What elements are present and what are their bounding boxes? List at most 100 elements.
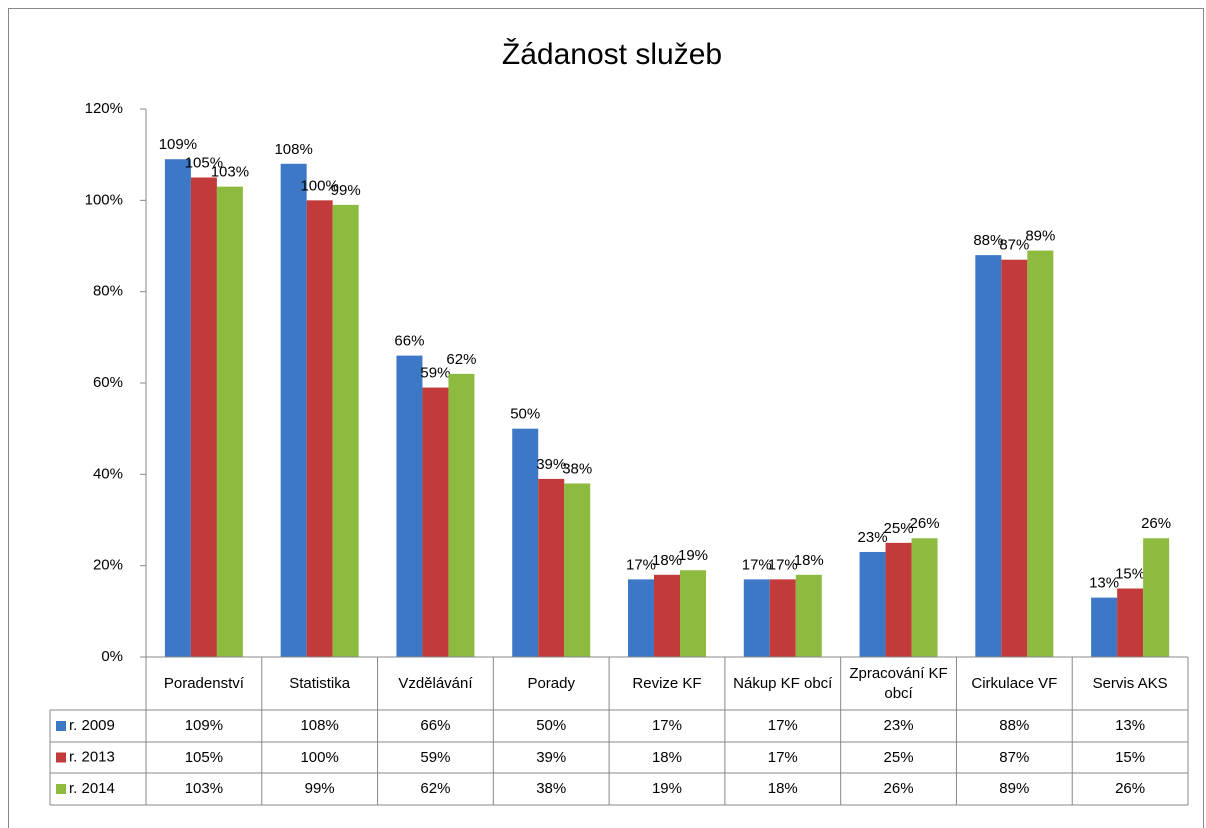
category-label: Revize KF [632,674,702,692]
data-label: 26% [910,515,940,532]
table-value: 18% [651,748,682,766]
data-label: 62% [446,351,476,368]
bar [885,542,912,657]
data-label: 109% [159,136,197,153]
bar [975,255,1002,657]
bar [654,574,680,657]
bar [911,538,938,657]
bar [564,483,591,657]
table-value: 50% [536,717,567,734]
data-label: 15% [1115,565,1145,582]
data-label: 38% [562,460,592,477]
bar [1027,250,1054,658]
table-value: 59% [420,748,451,766]
table-value: 62% [420,780,451,797]
bar [448,373,475,657]
data-label: 17% [626,556,656,573]
table-value: 17% [651,717,682,734]
bar [422,387,449,657]
bar [1117,588,1144,657]
table-value: 26% [1115,780,1146,797]
data-label: 66% [394,333,424,350]
y-tick-label: 100% [85,191,123,208]
y-tick-label: 60% [93,374,123,391]
bar [859,551,886,657]
table-value: 13% [1115,717,1146,734]
bar [396,355,423,657]
table-value: 17% [767,717,798,734]
bar [190,177,217,657]
legend-label: r. 2013 [69,748,115,765]
table-value: 19% [651,780,682,797]
table-value: 25% [883,748,914,766]
data-label: 100% [300,177,338,194]
y-tick-label: 120% [85,100,123,117]
bar [1143,538,1170,657]
table-value: 109% [184,717,224,734]
data-label: 39% [536,456,566,473]
table-value: 99% [304,780,335,797]
data-label: 59% [420,365,450,382]
data-label: 25% [884,520,914,537]
table-value: 105% [184,748,224,766]
bar [743,579,770,657]
category-label: Porady [527,674,575,692]
chart-border [8,8,1204,828]
bar [280,163,307,658]
legend-key [56,752,66,763]
legend-label: r. 2009 [69,717,115,734]
bar [164,159,191,657]
table-value: 38% [536,780,567,797]
table-value: 100% [300,748,339,766]
chart-title: Žádanost služeb [502,38,722,71]
category-label: Statistika [289,674,351,692]
bar [680,570,706,657]
bar [332,204,359,657]
table-value: 87% [999,748,1030,766]
data-label: 13% [1089,575,1119,592]
bar [538,478,565,657]
table-value: 17% [767,748,798,766]
category-label: Nákup KF obcí [733,674,833,692]
y-tick-label: 20% [93,557,123,574]
data-label: 23% [858,529,888,546]
data-label: 18% [794,552,824,569]
table-value: 88% [999,717,1030,734]
bar [795,574,822,657]
data-label: 103% [211,164,249,181]
bar [769,579,796,657]
category-label: Zpracování KF obcí [849,664,948,702]
bar [512,428,539,657]
bar [1091,597,1118,657]
table-value: 103% [184,780,224,797]
table-value: 39% [536,748,567,766]
table-value: 26% [883,780,914,797]
data-label: 17% [742,556,772,573]
category-label: Servis AKS [1092,674,1168,692]
data-label: 17% [768,556,798,573]
table-value: 108% [300,717,339,734]
data-label: 19% [678,547,708,564]
y-tick-label: 80% [93,283,123,300]
bar [306,200,333,658]
table-value: 66% [420,717,451,734]
y-tick-label: 40% [93,465,123,482]
bar [1001,259,1028,657]
table-value: 23% [883,717,914,734]
data-label: 50% [510,406,540,423]
y-tick-label: 0% [101,648,123,665]
table-value: 18% [767,780,798,797]
data-label: 108% [274,141,312,158]
legend-key [56,784,66,794]
data-label: 89% [1025,228,1055,245]
data-label: 88% [973,232,1003,249]
category-label: Poradenství [163,674,244,692]
category-label: Cirkulace VF [971,674,1058,692]
data-label: 99% [331,182,361,199]
table-value: 15% [1115,748,1146,766]
data-label: 105% [185,154,223,171]
legend-key [56,721,66,731]
data-label: 87% [999,237,1029,254]
